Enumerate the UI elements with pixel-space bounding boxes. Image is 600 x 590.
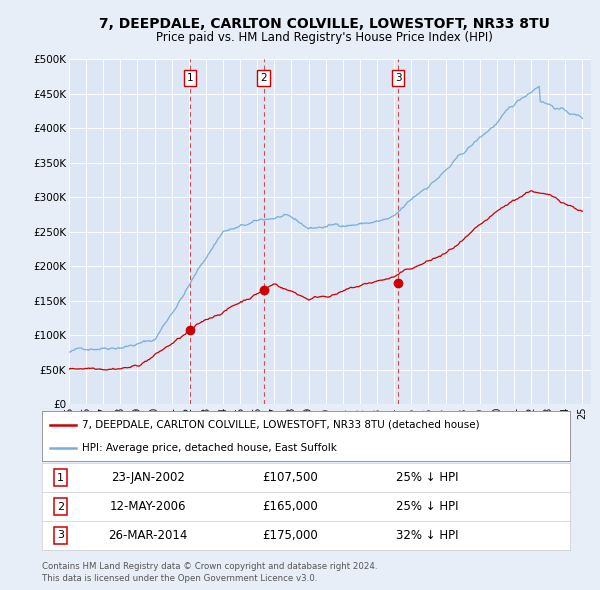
Text: £175,000: £175,000: [262, 529, 318, 542]
Text: 3: 3: [395, 73, 401, 83]
Text: 7, DEEPDALE, CARLTON COLVILLE, LOWESTOFT, NR33 8TU (detached house): 7, DEEPDALE, CARLTON COLVILLE, LOWESTOFT…: [82, 419, 479, 430]
Text: HPI: Average price, detached house, East Suffolk: HPI: Average price, detached house, East…: [82, 443, 337, 453]
Text: 2: 2: [57, 502, 64, 512]
Text: 12-MAY-2006: 12-MAY-2006: [109, 500, 186, 513]
Text: £107,500: £107,500: [262, 471, 318, 484]
Text: 32% ↓ HPI: 32% ↓ HPI: [396, 529, 458, 542]
Text: This data is licensed under the Open Government Licence v3.0.: This data is licensed under the Open Gov…: [42, 573, 317, 583]
Text: 1: 1: [57, 473, 64, 483]
Text: 25% ↓ HPI: 25% ↓ HPI: [396, 500, 458, 513]
Text: 23-JAN-2002: 23-JAN-2002: [110, 471, 185, 484]
Text: 26-MAR-2014: 26-MAR-2014: [108, 529, 187, 542]
Text: £165,000: £165,000: [262, 500, 318, 513]
Text: Price paid vs. HM Land Registry's House Price Index (HPI): Price paid vs. HM Land Registry's House …: [155, 31, 493, 44]
Text: 25% ↓ HPI: 25% ↓ HPI: [396, 471, 458, 484]
Text: 3: 3: [57, 530, 64, 540]
Text: Contains HM Land Registry data © Crown copyright and database right 2024.: Contains HM Land Registry data © Crown c…: [42, 562, 377, 571]
Text: 7, DEEPDALE, CARLTON COLVILLE, LOWESTOFT, NR33 8TU: 7, DEEPDALE, CARLTON COLVILLE, LOWESTOFT…: [98, 17, 550, 31]
Text: 1: 1: [187, 73, 193, 83]
Text: 2: 2: [260, 73, 267, 83]
